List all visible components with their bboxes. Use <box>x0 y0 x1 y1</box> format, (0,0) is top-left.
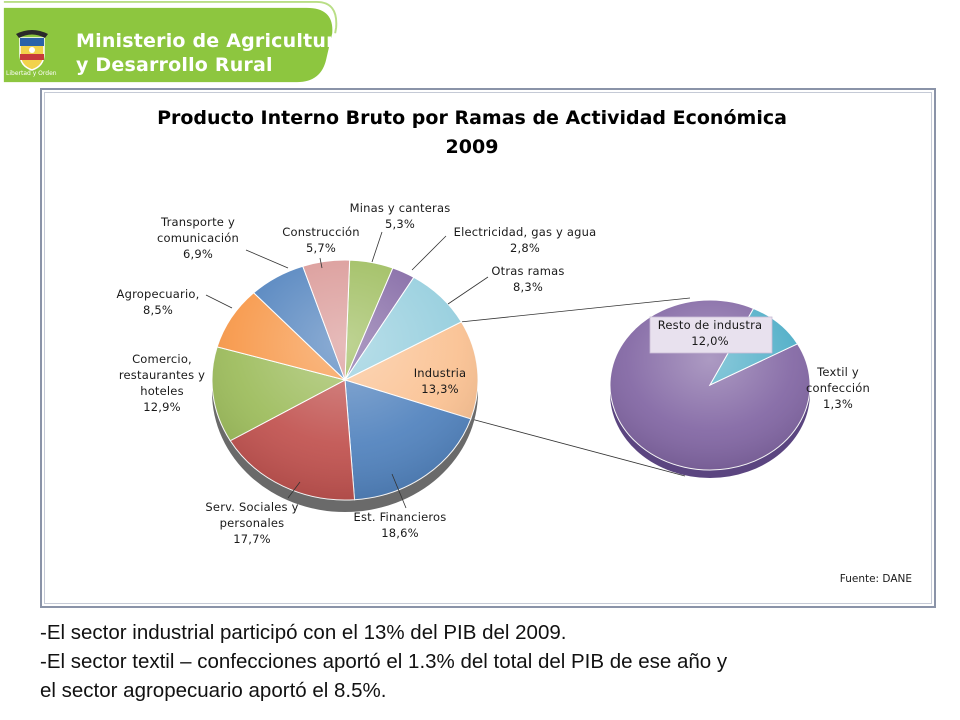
brand-band <box>3 0 338 83</box>
label-text: Minas y canteras <box>350 201 451 215</box>
label-text: Textil y <box>816 365 859 379</box>
label-serv-sociales-y-personales: Serv. Sociales y personales 17,7% <box>205 500 298 546</box>
caption-line-3: el sector agropecuario aportó el 8.5%. <box>40 679 387 702</box>
label-text: Est. Financieros <box>354 510 447 524</box>
label-construccion: Construcción 5,7% <box>282 225 359 255</box>
label-value: 5,7% <box>306 241 336 255</box>
label-leader-lines <box>205 231 489 509</box>
label-text: hoteles <box>140 384 184 398</box>
leader-line <box>205 294 233 309</box>
label-value: 18,6% <box>381 526 419 540</box>
label-text: Electricidad, gas y agua <box>454 225 597 239</box>
leader-line <box>287 481 301 499</box>
label-text: Construcción <box>282 225 359 239</box>
label-value: 12,0% <box>691 334 729 348</box>
slice-labels: Minas y canteras 5,3% Electricidad, gas y … <box>117 201 870 546</box>
label-text: Serv. Sociales y <box>205 500 298 514</box>
main-pie <box>211 259 479 512</box>
coat-of-arms-icon <box>16 30 48 71</box>
label-agropecuario: Agropecuario, 8,5% <box>117 287 200 317</box>
leader-line <box>411 235 447 271</box>
label-value: 8,3% <box>513 280 543 294</box>
chart-title: Producto Interno Bruto por Ramas de Acti… <box>157 107 787 129</box>
caption-line-1: -El sector industrial participó con el 1… <box>40 621 567 644</box>
label-value: 8,5% <box>143 303 173 317</box>
connector-top <box>461 297 691 323</box>
chart-subtitle: 2009 <box>446 136 499 158</box>
chart-frame-inner <box>44 92 932 604</box>
label-transporte-y-comunicacion: Transporte y comunicación 6,9% <box>157 215 239 261</box>
label-text: personales <box>220 516 285 530</box>
label-est-financieros: Est. Financieros 18,6% <box>354 510 447 540</box>
ministry-name-line1: Ministerio de Agricultura <box>76 30 349 52</box>
label-minas-y-canteras: Minas y canteras 5,3% <box>350 201 451 231</box>
label-text: Resto de industra <box>658 318 763 332</box>
source-note: Fuente: DANE <box>840 573 912 585</box>
connector-bottom <box>470 418 686 477</box>
breakout-label-textil-y-confeccion: Textil y confección 1,3% <box>806 365 870 411</box>
caption-line-2: -El sector textil – confecciones aportó … <box>40 650 728 673</box>
label-text: restaurantes y <box>119 368 205 382</box>
label-text: Transporte y <box>160 215 235 229</box>
label-text: Agropecuario, <box>117 287 200 301</box>
label-value: 2,8% <box>510 241 540 255</box>
breakout-label-resto-de-industra: Resto de industra 12,0% <box>649 316 773 354</box>
label-box <box>649 316 773 354</box>
breakout-connectors <box>461 297 691 477</box>
label-value: 1,3% <box>823 397 853 411</box>
seal-caption: Libertad y Orden <box>6 70 57 77</box>
caption: -El sector industrial participó con el 1… <box>40 618 950 705</box>
label-value: 6,9% <box>183 247 213 261</box>
label-text: Industria <box>414 366 467 380</box>
label-value: 12,9% <box>143 400 181 414</box>
ministry-name-line2: y Desarrollo Rural <box>76 54 273 76</box>
label-text: comunicación <box>157 231 239 245</box>
label-value: 5,3% <box>385 217 415 231</box>
label-text: Comercio, <box>132 352 192 366</box>
label-text: confección <box>806 381 870 395</box>
label-industria: Industria 13,3% <box>414 366 467 396</box>
leader-line <box>371 231 383 263</box>
label-text: Otras ramas <box>491 264 564 278</box>
leader-line <box>447 276 489 305</box>
leader-line <box>391 473 407 509</box>
leader-line <box>245 249 289 269</box>
main-pie-gloss <box>212 260 478 500</box>
label-electricidad-gas-y-agua: Electricidad, gas y agua 2,8% <box>454 225 597 255</box>
leader-line <box>319 257 323 269</box>
header: Libertad y Orden Ministerio de Agricultu… <box>0 0 960 88</box>
label-value: 17,7% <box>233 532 271 546</box>
label-otras-ramas: Otras ramas 8,3% <box>491 264 564 294</box>
label-value: 13,3% <box>421 382 459 396</box>
label-comercio-restaurantes-y-hoteles: Comercio, restaurantes y hoteles 12,9% <box>119 352 205 414</box>
